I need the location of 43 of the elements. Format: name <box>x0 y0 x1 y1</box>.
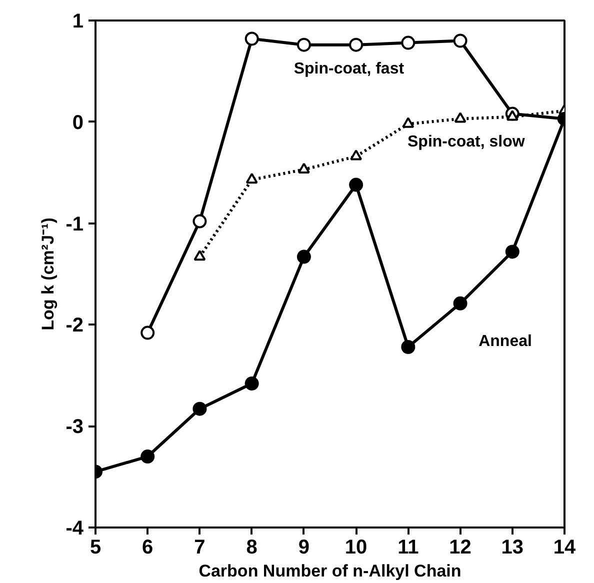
x-tick-label: 12 <box>449 536 472 558</box>
point <box>140 326 155 340</box>
point <box>401 340 416 354</box>
y-tick-label: -1 <box>66 213 84 236</box>
point <box>192 402 207 416</box>
y-tick-label: -4 <box>66 518 84 540</box>
y-tick-label: 1 <box>72 10 84 32</box>
x-tick-label: 13 <box>501 536 524 558</box>
y-tick-label: -2 <box>66 314 84 337</box>
series-label: Spin-coat, slow <box>407 133 526 150</box>
x-tick-label: 8 <box>246 536 258 558</box>
y-tick-label: 0 <box>72 112 84 134</box>
point <box>140 450 155 464</box>
y-tick-label: -3 <box>66 416 84 438</box>
x-tick-label: 9 <box>298 536 310 558</box>
series-label: Anneal <box>478 332 532 350</box>
series-label: Spin-coat, fast <box>294 60 405 78</box>
point <box>244 376 259 390</box>
point <box>506 110 518 121</box>
point <box>194 250 206 261</box>
point <box>454 112 466 123</box>
x-tick-label: 7 <box>194 536 206 558</box>
x-tick-label: 11 <box>398 536 419 558</box>
point <box>192 214 207 228</box>
point <box>401 36 416 50</box>
x-tick-label: 10 <box>344 536 368 558</box>
x-tick-label: 5 <box>90 536 102 558</box>
point <box>296 250 311 264</box>
point <box>453 296 468 310</box>
point <box>349 38 364 52</box>
point <box>402 117 414 128</box>
x-axis-title: Carbon Number of n-Alkyl Chain <box>198 562 462 580</box>
point <box>298 162 310 174</box>
y-axis-title: Log k (cm²J⁻¹) <box>38 218 58 330</box>
point <box>505 244 520 259</box>
point <box>246 172 258 184</box>
point <box>296 38 311 52</box>
point <box>453 34 468 48</box>
x-tick-label: 14 <box>553 536 576 558</box>
point <box>244 32 259 46</box>
x-tick-label: 6 <box>142 536 154 558</box>
point <box>350 150 362 160</box>
point <box>349 178 364 192</box>
